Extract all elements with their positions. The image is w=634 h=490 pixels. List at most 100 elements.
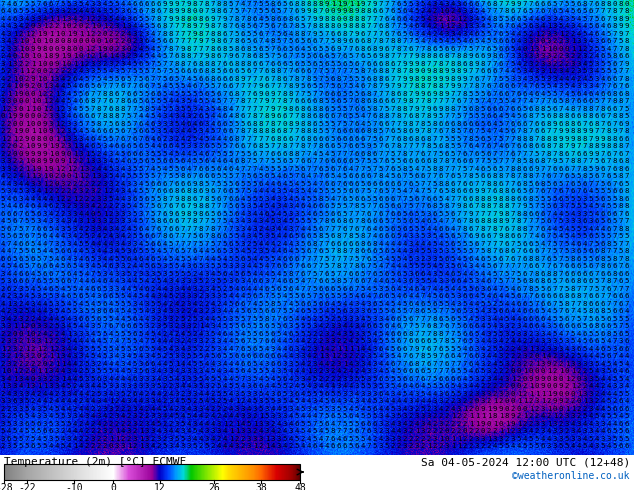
Text: 2: 2 <box>577 406 581 412</box>
Text: 3: 3 <box>577 361 581 367</box>
Text: 3: 3 <box>433 398 437 404</box>
Text: 2: 2 <box>139 421 143 427</box>
Text: 5: 5 <box>259 308 263 314</box>
Text: 3: 3 <box>67 136 71 142</box>
Text: 2: 2 <box>67 76 71 82</box>
Text: 3: 3 <box>481 353 485 359</box>
Text: 4: 4 <box>385 398 389 404</box>
Text: 3: 3 <box>433 436 437 442</box>
Text: 6: 6 <box>529 106 533 112</box>
Text: 5: 5 <box>313 83 317 89</box>
Text: 4: 4 <box>277 338 281 344</box>
Text: 4: 4 <box>175 301 179 307</box>
Text: 6: 6 <box>217 248 221 254</box>
Text: 3: 3 <box>547 38 551 44</box>
Text: 5: 5 <box>367 106 371 112</box>
Text: 4: 4 <box>547 353 551 359</box>
Text: 6: 6 <box>625 196 629 202</box>
Text: 8: 8 <box>451 106 455 112</box>
Text: 2: 2 <box>229 421 233 427</box>
Text: 7: 7 <box>337 166 341 172</box>
Text: 4: 4 <box>283 203 287 209</box>
Text: 4: 4 <box>307 173 311 179</box>
Text: 9: 9 <box>265 98 269 104</box>
Text: 3: 3 <box>193 143 197 149</box>
Text: 7: 7 <box>151 188 155 194</box>
Text: 6: 6 <box>625 406 629 412</box>
Text: 4: 4 <box>79 428 83 434</box>
Text: 2: 2 <box>505 383 509 389</box>
Text: 5: 5 <box>493 346 497 352</box>
Text: 4: 4 <box>439 406 443 412</box>
Text: 6: 6 <box>493 113 497 119</box>
Text: 6: 6 <box>523 8 527 14</box>
Text: 9: 9 <box>571 143 575 149</box>
Text: 6: 6 <box>145 76 149 82</box>
Text: 5: 5 <box>307 181 311 187</box>
Text: 5: 5 <box>259 196 263 202</box>
Text: 0: 0 <box>535 353 539 359</box>
Text: 3: 3 <box>115 391 119 397</box>
Text: 5: 5 <box>403 301 407 307</box>
Text: 8: 8 <box>397 68 401 74</box>
Text: 4: 4 <box>49 391 53 397</box>
Text: 0: 0 <box>535 383 539 389</box>
Text: 6: 6 <box>487 83 491 89</box>
Text: 4: 4 <box>145 293 149 299</box>
Text: 4: 4 <box>25 203 29 209</box>
Text: 9: 9 <box>19 128 23 134</box>
Text: 6: 6 <box>355 443 359 449</box>
Text: 6: 6 <box>355 196 359 202</box>
Text: 2: 2 <box>331 331 335 337</box>
Text: 5: 5 <box>547 91 551 97</box>
Text: 8: 8 <box>259 53 263 59</box>
Text: 7: 7 <box>541 98 545 104</box>
Text: 1: 1 <box>85 31 89 37</box>
Text: 4: 4 <box>25 16 29 22</box>
Text: 3: 3 <box>301 376 305 382</box>
Text: 6: 6 <box>325 181 329 187</box>
Text: 4: 4 <box>313 413 317 419</box>
Text: 3: 3 <box>1 158 5 164</box>
Text: 8: 8 <box>199 181 203 187</box>
Text: 8: 8 <box>223 23 227 29</box>
Text: 3: 3 <box>235 218 239 224</box>
Text: 7: 7 <box>613 338 617 344</box>
Text: 6: 6 <box>613 308 617 314</box>
Text: 4: 4 <box>91 241 95 247</box>
Text: 6: 6 <box>241 353 245 359</box>
Text: 5: 5 <box>139 218 143 224</box>
Text: 7: 7 <box>337 181 341 187</box>
Text: 2: 2 <box>175 406 179 412</box>
Text: 9: 9 <box>613 128 617 134</box>
Text: 5: 5 <box>373 286 377 292</box>
Text: 2: 2 <box>49 106 53 112</box>
Text: 3: 3 <box>487 368 491 374</box>
Text: 0: 0 <box>13 98 17 104</box>
Text: 8: 8 <box>517 136 521 142</box>
Text: 5: 5 <box>133 173 137 179</box>
Text: 0: 0 <box>67 151 71 157</box>
Text: 6: 6 <box>343 241 347 247</box>
Text: 3: 3 <box>535 53 539 59</box>
Text: 0: 0 <box>31 113 36 119</box>
Text: 3: 3 <box>175 106 179 112</box>
Text: 4: 4 <box>469 316 473 322</box>
Text: 2: 2 <box>409 436 413 442</box>
Text: 9: 9 <box>378 53 383 59</box>
Text: 3: 3 <box>397 421 401 427</box>
Text: 2: 2 <box>313 316 317 322</box>
Text: 8: 8 <box>187 53 191 59</box>
Text: 8: 8 <box>337 248 341 254</box>
Text: 5: 5 <box>37 256 41 262</box>
Text: 5: 5 <box>301 428 305 434</box>
Text: 2: 2 <box>127 233 131 239</box>
Text: 8: 8 <box>403 151 407 157</box>
Text: 4: 4 <box>313 151 317 157</box>
Text: 4: 4 <box>463 263 467 269</box>
Text: 4: 4 <box>301 338 305 344</box>
Text: 3: 3 <box>115 218 119 224</box>
Text: 6: 6 <box>601 323 605 329</box>
Text: 4: 4 <box>505 293 509 299</box>
Text: 2: 2 <box>529 413 533 419</box>
